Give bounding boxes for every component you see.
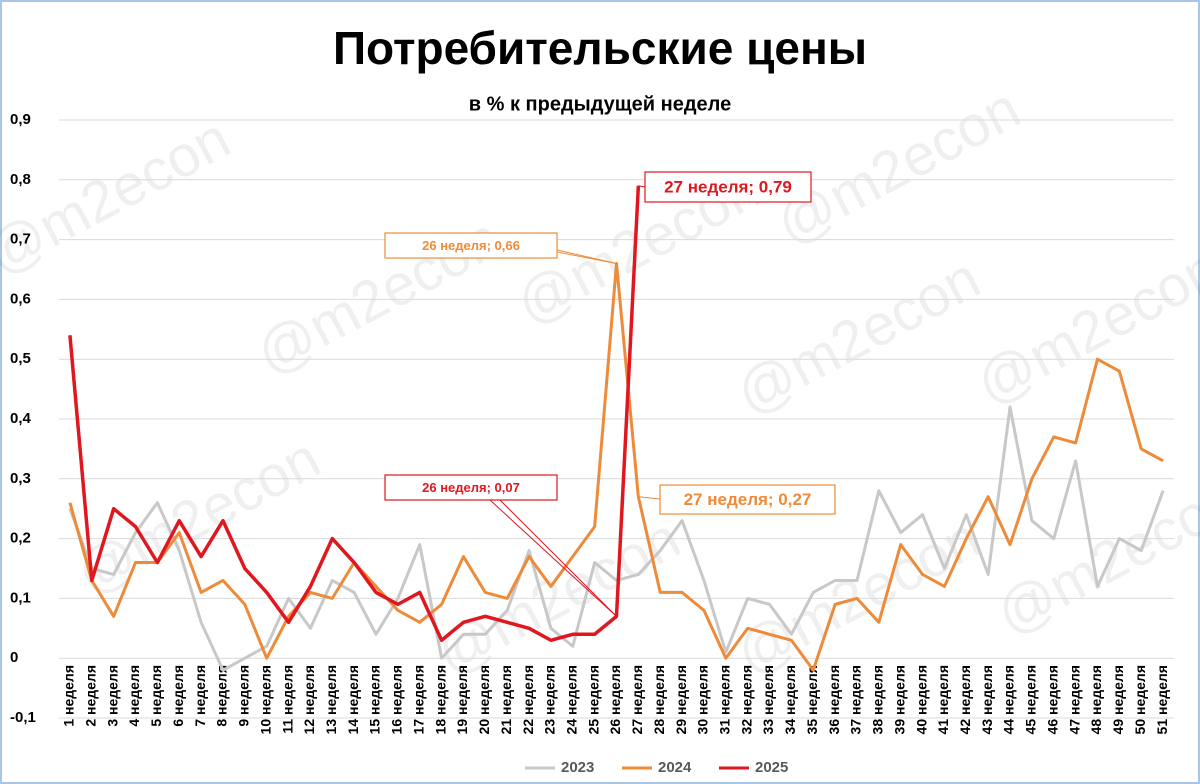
annotation: 27 неделя; 0,27 [684,490,812,509]
x-tick-label: 19 неделя [454,665,470,734]
y-tick-label: 0,8 [10,171,31,188]
x-tick-label: 32 неделя [738,665,754,734]
chart-title: Потребительские цены [333,22,867,74]
legend-label: 2023 [561,759,594,776]
x-tick-label: 30 неделя [695,665,711,734]
x-tick-label: 15 неделя [367,665,383,734]
legend-label: 2025 [755,759,788,776]
x-tick-label: 42 неделя [957,665,973,734]
y-tick-label: -0,1 [10,709,36,726]
y-tick-label: 0 [10,649,18,666]
x-tick-label: 41 неделя [935,665,951,734]
x-tick-label: 40 неделя [913,665,929,734]
x-tick-label: 26 неделя [607,665,623,734]
annotation: 26 неделя; 0,66 [422,238,520,253]
annotation: 27 неделя; 0,79 [664,177,792,196]
y-tick-label: 0,4 [10,410,32,427]
x-tick-label: 6 неделя [170,665,186,727]
y-tick-label: 0,5 [10,350,31,367]
x-tick-label: 31 неделя [717,665,733,734]
x-tick-label: 43 неделя [979,665,995,734]
x-tick-label: 33 неделя [760,665,776,734]
x-tick-label: 50 неделя [1132,665,1148,734]
x-tick-label: 4 неделя [126,665,142,727]
x-tick-label: 27 неделя [629,665,645,734]
x-tick-label: 25 неделя [585,665,601,734]
x-tick-label: 24 неделя [563,665,579,734]
x-tick-label: 3 неделя [104,665,120,727]
leader-line [638,185,646,188]
x-tick-label: 7 неделя [192,665,208,727]
x-tick-label: 12 неделя [301,665,317,734]
x-tick-label: 14 неделя [345,665,361,734]
y-tick-label: 0,7 [10,231,31,248]
annotation-box [384,232,558,259]
x-tick-label: 5 неделя [148,665,164,727]
x-tick-label: 11 неделя [279,665,295,734]
x-tick-label: 13 неделя [323,665,339,734]
x-tick-label: 34 неделя [782,665,798,734]
annotation: 26 неделя; 0,07 [422,480,520,495]
x-tick-label: 44 неделя [1001,665,1017,734]
y-tick-label: 0,6 [10,290,31,307]
leader-line [546,249,617,265]
leader-line [499,499,617,617]
y-tick-label: 0,2 [10,530,31,547]
x-tick-label: 8 неделя [214,665,230,727]
x-tick-label: 39 неделя [891,665,907,734]
series-line [68,185,641,643]
x-tick-label: 10 неделя [257,665,273,734]
x-tick-label: 18 неделя [432,665,448,734]
annotation-box [644,171,812,203]
x-tick-label: 51 неделя [1154,665,1170,734]
x-tick-label: 47 неделя [1066,665,1082,734]
x-tick-label: 23 неделя [542,665,558,734]
x-tick-label: 29 неделя [673,665,689,734]
x-tick-label: 49 неделя [1110,665,1126,734]
x-tick-label: 9 неделя [236,665,252,727]
x-tick-label: 21 неделя [498,665,514,734]
chart-subtitle: в % к предыдущей неделе [469,93,731,115]
x-tick-label: 38 неделя [870,665,886,734]
y-tick-label: 0,1 [10,589,31,606]
x-tick-label: 1 неделя [61,665,77,727]
annotation-box [659,484,836,515]
x-tick-label: 28 неделя [651,665,667,734]
legend-label: 2024 [658,759,692,776]
series-line [68,405,1165,672]
x-tick-label: 48 неделя [1088,665,1104,734]
leader-line [489,499,617,617]
y-tick-label: 0,3 [10,470,31,487]
x-tick-label: 16 неделя [389,665,405,734]
x-tick-label: 37 неделя [848,665,864,734]
leader-line [638,496,661,500]
x-tick-label: 22 неделя [520,665,536,734]
x-tick-label: 35 неделя [804,665,820,734]
x-tick-label: 17 неделя [410,665,426,734]
x-tick-label: 36 неделя [826,665,842,734]
x-tick-label: 46 неделя [1044,665,1060,734]
x-tick-label: 2 неделя [82,665,98,727]
x-tick-label: 45 неделя [1023,665,1039,734]
annotation-box [384,474,558,501]
x-tick-label: 20 неделя [476,665,492,734]
y-tick-label: 0,9 [10,111,31,128]
